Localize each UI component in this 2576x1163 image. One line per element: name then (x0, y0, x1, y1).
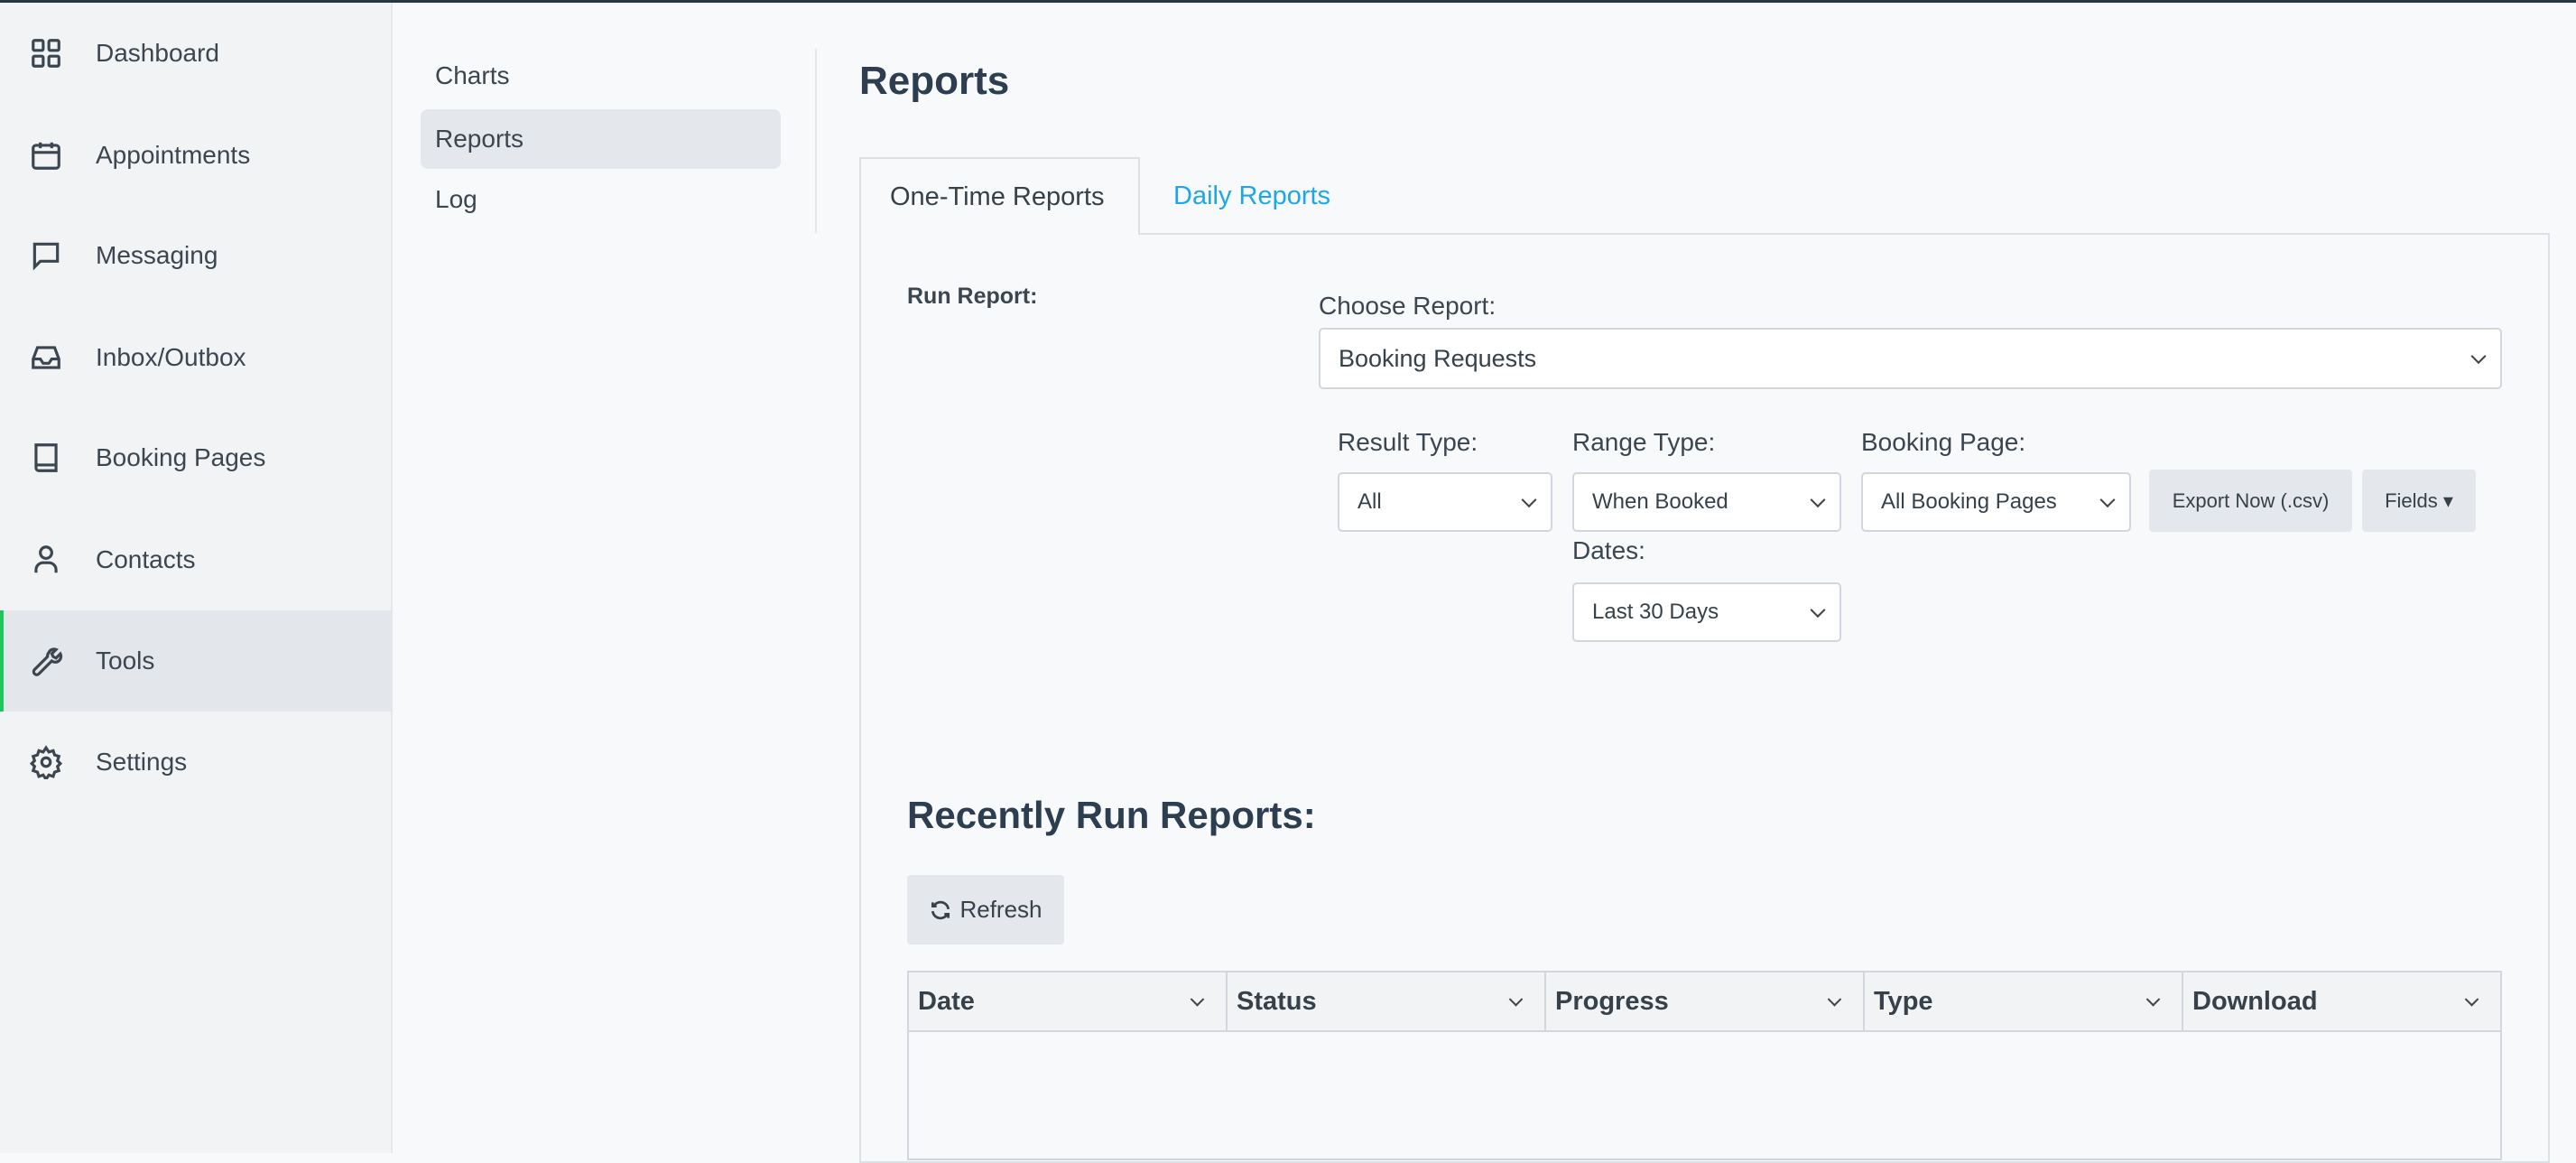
sidebar-item-label: Inbox/Outbox (96, 343, 246, 371)
refresh-label: Refresh (959, 896, 1042, 923)
wrench-icon (32, 647, 63, 676)
refresh-icon (931, 900, 950, 919)
dates-label: Dates: (1572, 536, 1645, 564)
sidebar-item-tools[interactable]: Tools (0, 610, 393, 712)
run-report-label: Run Report: (907, 284, 1038, 309)
chevron-down-icon (1521, 492, 1537, 508)
tab-one-time-reports[interactable]: One-Time Reports (859, 157, 1140, 235)
range-type-label: Range Type: (1572, 428, 1716, 456)
column-header-date[interactable]: Date (909, 972, 1228, 1030)
sidebar-item-label: Contacts (96, 545, 196, 573)
sidebar-item-inbox-outbox[interactable]: Inbox/Outbox (0, 307, 393, 408)
gear-icon (29, 745, 63, 779)
divider (815, 49, 817, 233)
table-header: Date Status Progress Type Download (909, 972, 2500, 1032)
range-type-select[interactable]: When Booked (1572, 472, 1841, 532)
user-icon (34, 545, 58, 573)
subnav-item-log[interactable]: Log (435, 185, 477, 213)
page-title: Reports (859, 59, 1010, 103)
choose-report-value: Booking Requests (1339, 344, 1537, 372)
column-label: Progress (1555, 986, 1669, 1016)
column-header-progress[interactable]: Progress (1546, 972, 1865, 1030)
chevron-down-icon[interactable] (1190, 992, 1205, 1007)
dates-value: Last 30 Days (1592, 600, 1719, 624)
column-label: Status (1237, 986, 1317, 1016)
sidebar-item-messaging[interactable]: Messaging (0, 205, 393, 306)
chevron-down-icon (1810, 492, 1826, 508)
column-label: Type (1874, 986, 1933, 1016)
choose-report-label: Choose Report: (1319, 292, 1496, 320)
sidebar-item-contacts[interactable]: Contacts (0, 509, 393, 610)
chevron-down-icon[interactable] (1827, 992, 1842, 1007)
chevron-down-icon (1810, 602, 1826, 619)
inbox-icon (32, 346, 60, 369)
sidebar-item-label: Appointments (96, 141, 251, 169)
sidebar-item-settings[interactable]: Settings (0, 712, 393, 813)
chevron-down-icon[interactable] (1508, 992, 1524, 1007)
sidebar-item-booking-pages[interactable]: Booking Pages (0, 407, 393, 508)
column-label: Date (918, 986, 975, 1016)
chevron-down-icon[interactable] (2145, 992, 2161, 1007)
refresh-button[interactable]: Refresh (907, 875, 1064, 944)
export-now-button[interactable]: Export Now (.csv) (2149, 470, 2352, 532)
subnav-item-reports[interactable]: Reports (421, 109, 781, 169)
column-header-type[interactable]: Type (1865, 972, 2183, 1030)
book-icon (34, 443, 58, 472)
booking-page-select[interactable]: All Booking Pages (1861, 472, 2131, 532)
calendar-icon (32, 142, 60, 170)
tab-daily-reports[interactable]: Daily Reports (1173, 181, 1331, 210)
result-type-select[interactable]: All (1338, 472, 1552, 532)
booking-page-value: All Booking Pages (1881, 489, 2057, 514)
sidebar-item-label: Dashboard (96, 39, 219, 67)
column-label: Download (2192, 986, 2318, 1016)
sidebar-item-appointments[interactable]: Appointments (0, 105, 393, 206)
booking-page-label: Booking Page: (1861, 428, 2026, 456)
sidebar-item-label: Tools (96, 647, 155, 675)
chevron-down-icon[interactable] (2464, 992, 2479, 1007)
recent-reports-heading: Recently Run Reports: (907, 794, 1316, 836)
sidebar-item-label: Booking Pages (96, 443, 266, 471)
sidebar-item-dashboard[interactable]: Dashboard (0, 3, 393, 104)
sidebar-item-label: Settings (96, 748, 188, 776)
result-type-label: Result Type: (1338, 428, 1478, 456)
dates-select[interactable]: Last 30 Days (1572, 582, 1841, 642)
chevron-down-icon (2099, 492, 2116, 508)
sidebar: Dashboard Appointments Messaging Inbox/O… (0, 3, 393, 1153)
recent-reports-table: Date Status Progress Type Download (907, 971, 2502, 1160)
chevron-down-icon (2470, 349, 2487, 365)
sidebar-item-label: Messaging (96, 241, 218, 269)
fields-dropdown-button[interactable]: Fields ▾ (2362, 470, 2476, 532)
grid-icon (32, 39, 60, 68)
subnav-item-charts[interactable]: Charts (435, 61, 510, 89)
range-type-value: When Booked (1592, 489, 1728, 514)
column-header-status[interactable]: Status (1228, 972, 1546, 1030)
result-type-value: All (1357, 489, 1382, 514)
choose-report-select[interactable]: Booking Requests (1319, 328, 2502, 389)
chat-icon (32, 242, 60, 271)
column-header-download[interactable]: Download (2183, 972, 2500, 1030)
